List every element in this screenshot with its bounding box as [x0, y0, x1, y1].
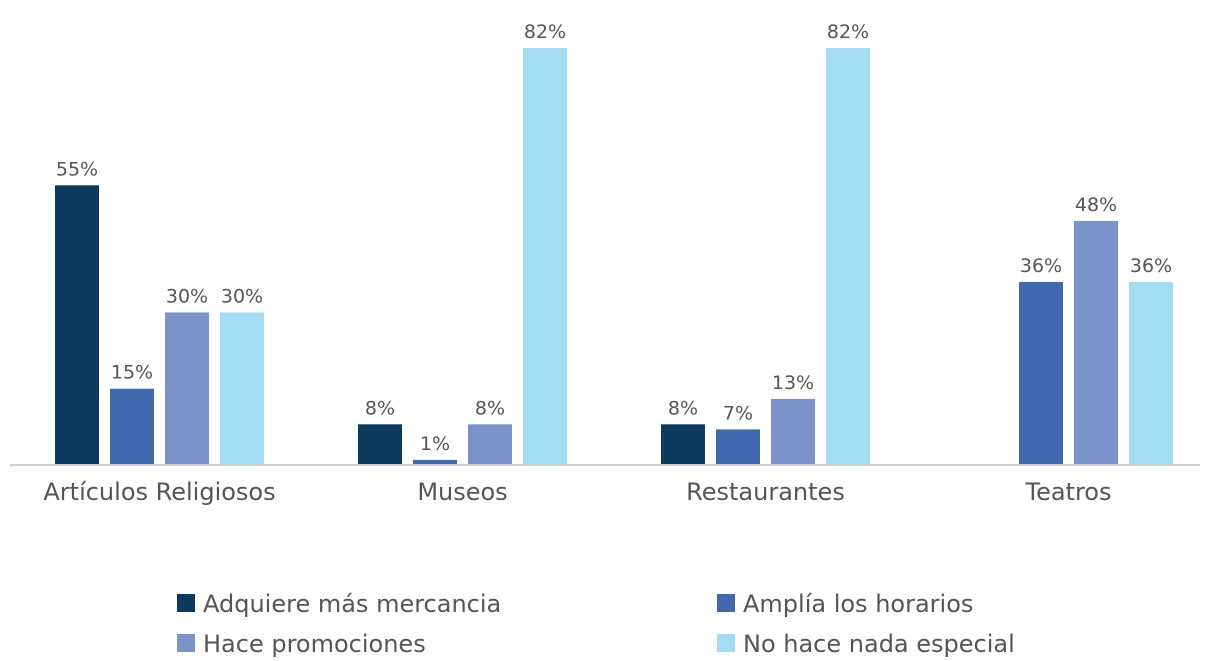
bar: [661, 424, 705, 465]
value-label: 1%: [420, 433, 450, 455]
bar: [826, 48, 870, 465]
bar: [771, 398, 815, 465]
value-label: 8%: [365, 397, 395, 419]
bar: [165, 312, 209, 465]
value-label: 55%: [56, 158, 98, 180]
legend-label: No hace nada especial: [743, 630, 1015, 658]
bar: [110, 388, 154, 465]
value-label: 15%: [111, 362, 153, 384]
bar: [413, 459, 457, 465]
x-tick-label: Museos: [417, 478, 507, 506]
bar: [1129, 281, 1173, 465]
value-label: 30%: [166, 285, 208, 307]
value-label: 8%: [668, 397, 698, 419]
legend-swatch: [177, 634, 195, 652]
x-tick-label: Artículos Religiosos: [43, 478, 275, 506]
bar: [220, 312, 264, 465]
bar: [468, 424, 512, 465]
value-label: 13%: [772, 372, 814, 394]
legend-swatch: [717, 594, 735, 612]
x-tick-label: Teatros: [1025, 478, 1112, 506]
bar: [1019, 281, 1063, 465]
value-label: 82%: [827, 21, 869, 43]
value-label: 36%: [1130, 255, 1172, 277]
value-label: 7%: [723, 402, 753, 424]
legend-label: Hace promociones: [203, 630, 426, 658]
value-label: 82%: [524, 21, 566, 43]
legend-swatch: [177, 594, 195, 612]
bar: [716, 429, 760, 465]
bar: [55, 185, 99, 465]
legend-label: Adquiere más mercancia: [203, 590, 501, 618]
value-label: 48%: [1075, 194, 1117, 216]
legend-swatch: [717, 634, 735, 652]
value-label: 8%: [475, 397, 505, 419]
legend-label: Amplía los horarios: [743, 590, 973, 618]
value-label: 30%: [221, 285, 263, 307]
bar: [1074, 220, 1118, 465]
x-tick-label: Restaurantes: [686, 478, 845, 506]
bar: [523, 48, 567, 465]
value-label: 36%: [1020, 255, 1062, 277]
bar: [358, 424, 402, 465]
